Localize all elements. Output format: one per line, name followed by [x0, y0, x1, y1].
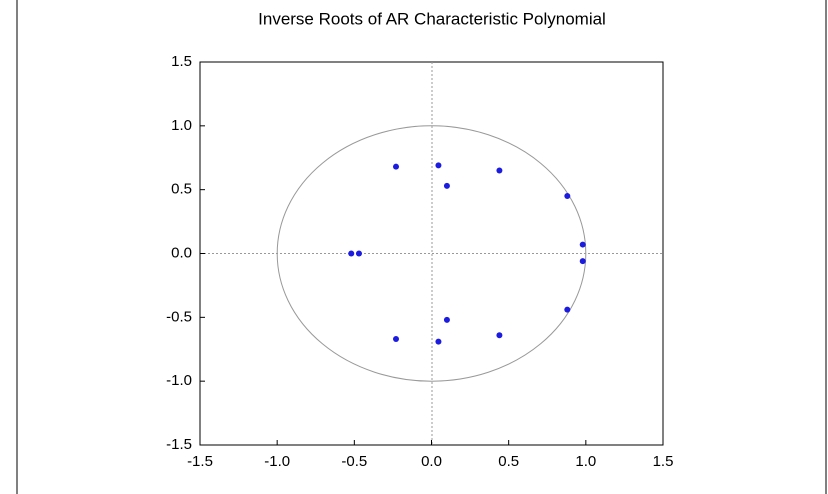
point — [393, 163, 400, 170]
point — [496, 332, 503, 339]
point — [579, 241, 586, 248]
point — [564, 193, 571, 200]
point — [355, 250, 362, 257]
x-tick-label: 0.0 — [421, 453, 442, 470]
y-tick-label: 1.5 — [171, 53, 192, 70]
x-tick-label: 0.5 — [498, 453, 519, 470]
point — [443, 316, 450, 323]
x-tick-label: 1.0 — [575, 453, 596, 470]
y-tick-label: 0.5 — [171, 181, 192, 198]
point — [393, 336, 400, 343]
y-tick-label: -0.5 — [166, 308, 192, 325]
y-tick-label: -1.0 — [166, 372, 192, 389]
y-tick-label: 1.0 — [171, 117, 192, 134]
chart-title: Inverse Roots of AR Characteristic Polyn… — [258, 9, 606, 28]
point — [579, 258, 586, 265]
point — [435, 338, 442, 345]
x-tick-label: -1.0 — [264, 453, 290, 470]
point — [348, 250, 355, 257]
point — [564, 306, 571, 313]
x-tick-label: 1.5 — [653, 453, 674, 470]
point — [435, 162, 442, 169]
x-tick-label: -0.5 — [341, 453, 367, 470]
point — [443, 182, 450, 189]
point — [496, 167, 503, 174]
y-tick-label: -1.5 — [166, 436, 192, 453]
unit-circle — [276, 125, 587, 382]
y-tick-label: 0.0 — [171, 244, 192, 261]
x-tick-label: -1.5 — [187, 453, 213, 470]
